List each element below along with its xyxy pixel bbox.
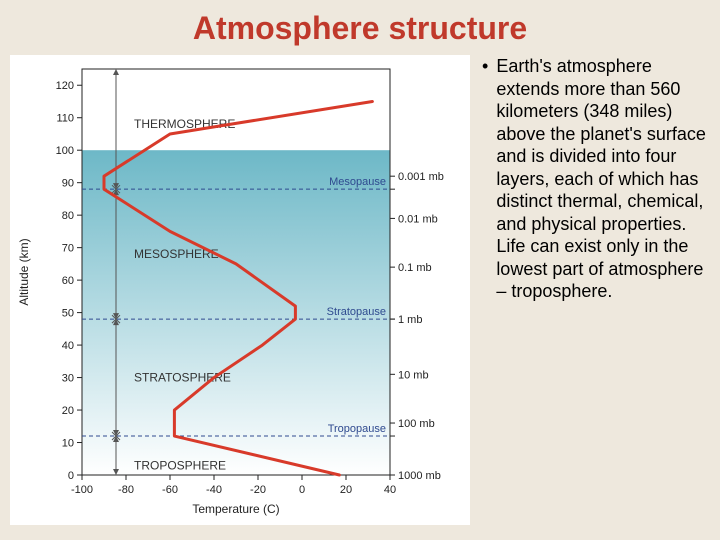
svg-text:50: 50 (62, 308, 74, 320)
bullet-text: Earth's atmosphere extends more than 560… (496, 55, 710, 303)
text-panel: • Earth's atmosphere extends more than 5… (482, 55, 710, 525)
svg-text:100: 100 (56, 145, 74, 157)
svg-text:40: 40 (62, 340, 74, 352)
svg-text:60: 60 (62, 275, 74, 287)
svg-text:0.1 mb: 0.1 mb (398, 262, 432, 274)
svg-text:0.01 mb: 0.01 mb (398, 213, 438, 225)
svg-text:Altitude (km): Altitude (km) (17, 238, 31, 305)
svg-text:1000 mb: 1000 mb (398, 470, 441, 482)
svg-text:1 mb: 1 mb (398, 314, 422, 326)
svg-text:-40: -40 (206, 484, 222, 496)
svg-text:10 mb: 10 mb (398, 369, 429, 381)
bullet-item: • Earth's atmosphere extends more than 5… (482, 55, 710, 303)
svg-text:THERMOSPHERE: THERMOSPHERE (134, 117, 235, 131)
atmosphere-chart: 0 10 20 30 40 50 60 70 80 90 100 110 120 Altitude (km… (10, 55, 470, 525)
page-title: Atmosphere structure (0, 0, 720, 47)
svg-text:10: 10 (62, 438, 74, 450)
svg-text:Stratopause: Stratopause (327, 306, 386, 318)
svg-text:-60: -60 (162, 484, 178, 496)
svg-text:110: 110 (56, 113, 74, 125)
svg-text:80: 80 (62, 210, 74, 222)
svg-text:120: 120 (56, 80, 74, 92)
svg-text:Mesopause: Mesopause (329, 176, 386, 188)
svg-text:20: 20 (340, 484, 352, 496)
svg-text:40: 40 (384, 484, 396, 496)
svg-text:-80: -80 (118, 484, 134, 496)
svg-text:70: 70 (62, 243, 74, 255)
bullet-dot-icon: • (482, 55, 488, 303)
slide: Atmosphere structure 0 10 20 30 40 50 60 70 80 90… (0, 0, 720, 540)
svg-text:30: 30 (62, 373, 74, 385)
svg-text:20: 20 (62, 405, 74, 417)
svg-text:Tropopause: Tropopause (328, 423, 386, 435)
svg-text:0.001 mb: 0.001 mb (398, 171, 444, 183)
svg-text:0: 0 (68, 470, 74, 482)
svg-text:-20: -20 (250, 484, 266, 496)
svg-text:-100: -100 (71, 484, 93, 496)
svg-text:Temperature (C): Temperature (C) (192, 502, 279, 516)
svg-text:0: 0 (299, 484, 305, 496)
svg-text:TROPOSPHERE: TROPOSPHERE (134, 458, 226, 472)
content-row: 0 10 20 30 40 50 60 70 80 90 100 110 120 Altitude (km… (0, 47, 720, 535)
svg-text:90: 90 (62, 178, 74, 190)
svg-text:100 mb: 100 mb (398, 418, 435, 430)
